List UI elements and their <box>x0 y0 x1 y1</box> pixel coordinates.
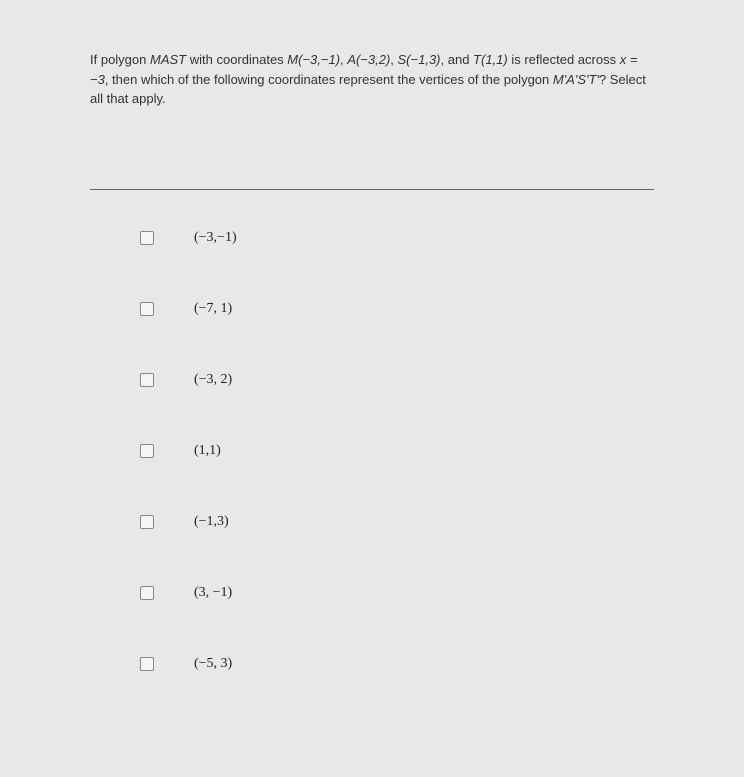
option-item: (−3,−1) <box>140 230 654 246</box>
sep2: , <box>390 52 397 67</box>
checkbox[interactable] <box>140 231 154 245</box>
checkbox[interactable] <box>140 586 154 600</box>
option-item: (3, −1) <box>140 585 654 601</box>
question-mid3: , then which of the following coordinate… <box>105 72 553 87</box>
option-label: (1,1) <box>194 443 221 459</box>
option-label: (−7, 1) <box>194 301 232 317</box>
option-label: (−5, 3) <box>194 656 232 672</box>
checkbox[interactable] <box>140 302 154 316</box>
checkbox[interactable] <box>140 515 154 529</box>
option-item: (−7, 1) <box>140 301 654 317</box>
option-item: (−1,3) <box>140 514 654 530</box>
option-item: (1,1) <box>140 443 654 459</box>
question-mid2: is reflected across <box>508 52 620 67</box>
option-label: (−3,−1) <box>194 230 237 246</box>
option-label: (3, −1) <box>194 585 232 601</box>
option-label: (−3, 2) <box>194 372 232 388</box>
polygon-prime: M'A'S'T' <box>553 72 599 87</box>
question-text: If polygon MAST with coordinates M(−3,−1… <box>90 50 654 109</box>
option-item: (−3, 2) <box>140 372 654 388</box>
option-label: (−1,3) <box>194 514 229 530</box>
sep3: , and <box>441 52 474 67</box>
coord-s: S(−1,3) <box>398 52 441 67</box>
coord-m: M(−3,−1) <box>287 52 340 67</box>
checkbox[interactable] <box>140 657 154 671</box>
option-list: (−3,−1) (−7, 1) (−3, 2) (1,1) (−1,3) (3,… <box>90 230 654 672</box>
checkbox[interactable] <box>140 444 154 458</box>
question-mid1: with coordinates <box>186 52 287 67</box>
question-prefix: If polygon <box>90 52 150 67</box>
divider <box>90 189 654 190</box>
coord-t: T(1,1) <box>473 52 508 67</box>
checkbox[interactable] <box>140 373 154 387</box>
coord-a: A(−3,2) <box>347 52 390 67</box>
polygon-name: MAST <box>150 52 186 67</box>
option-item: (−5, 3) <box>140 656 654 672</box>
